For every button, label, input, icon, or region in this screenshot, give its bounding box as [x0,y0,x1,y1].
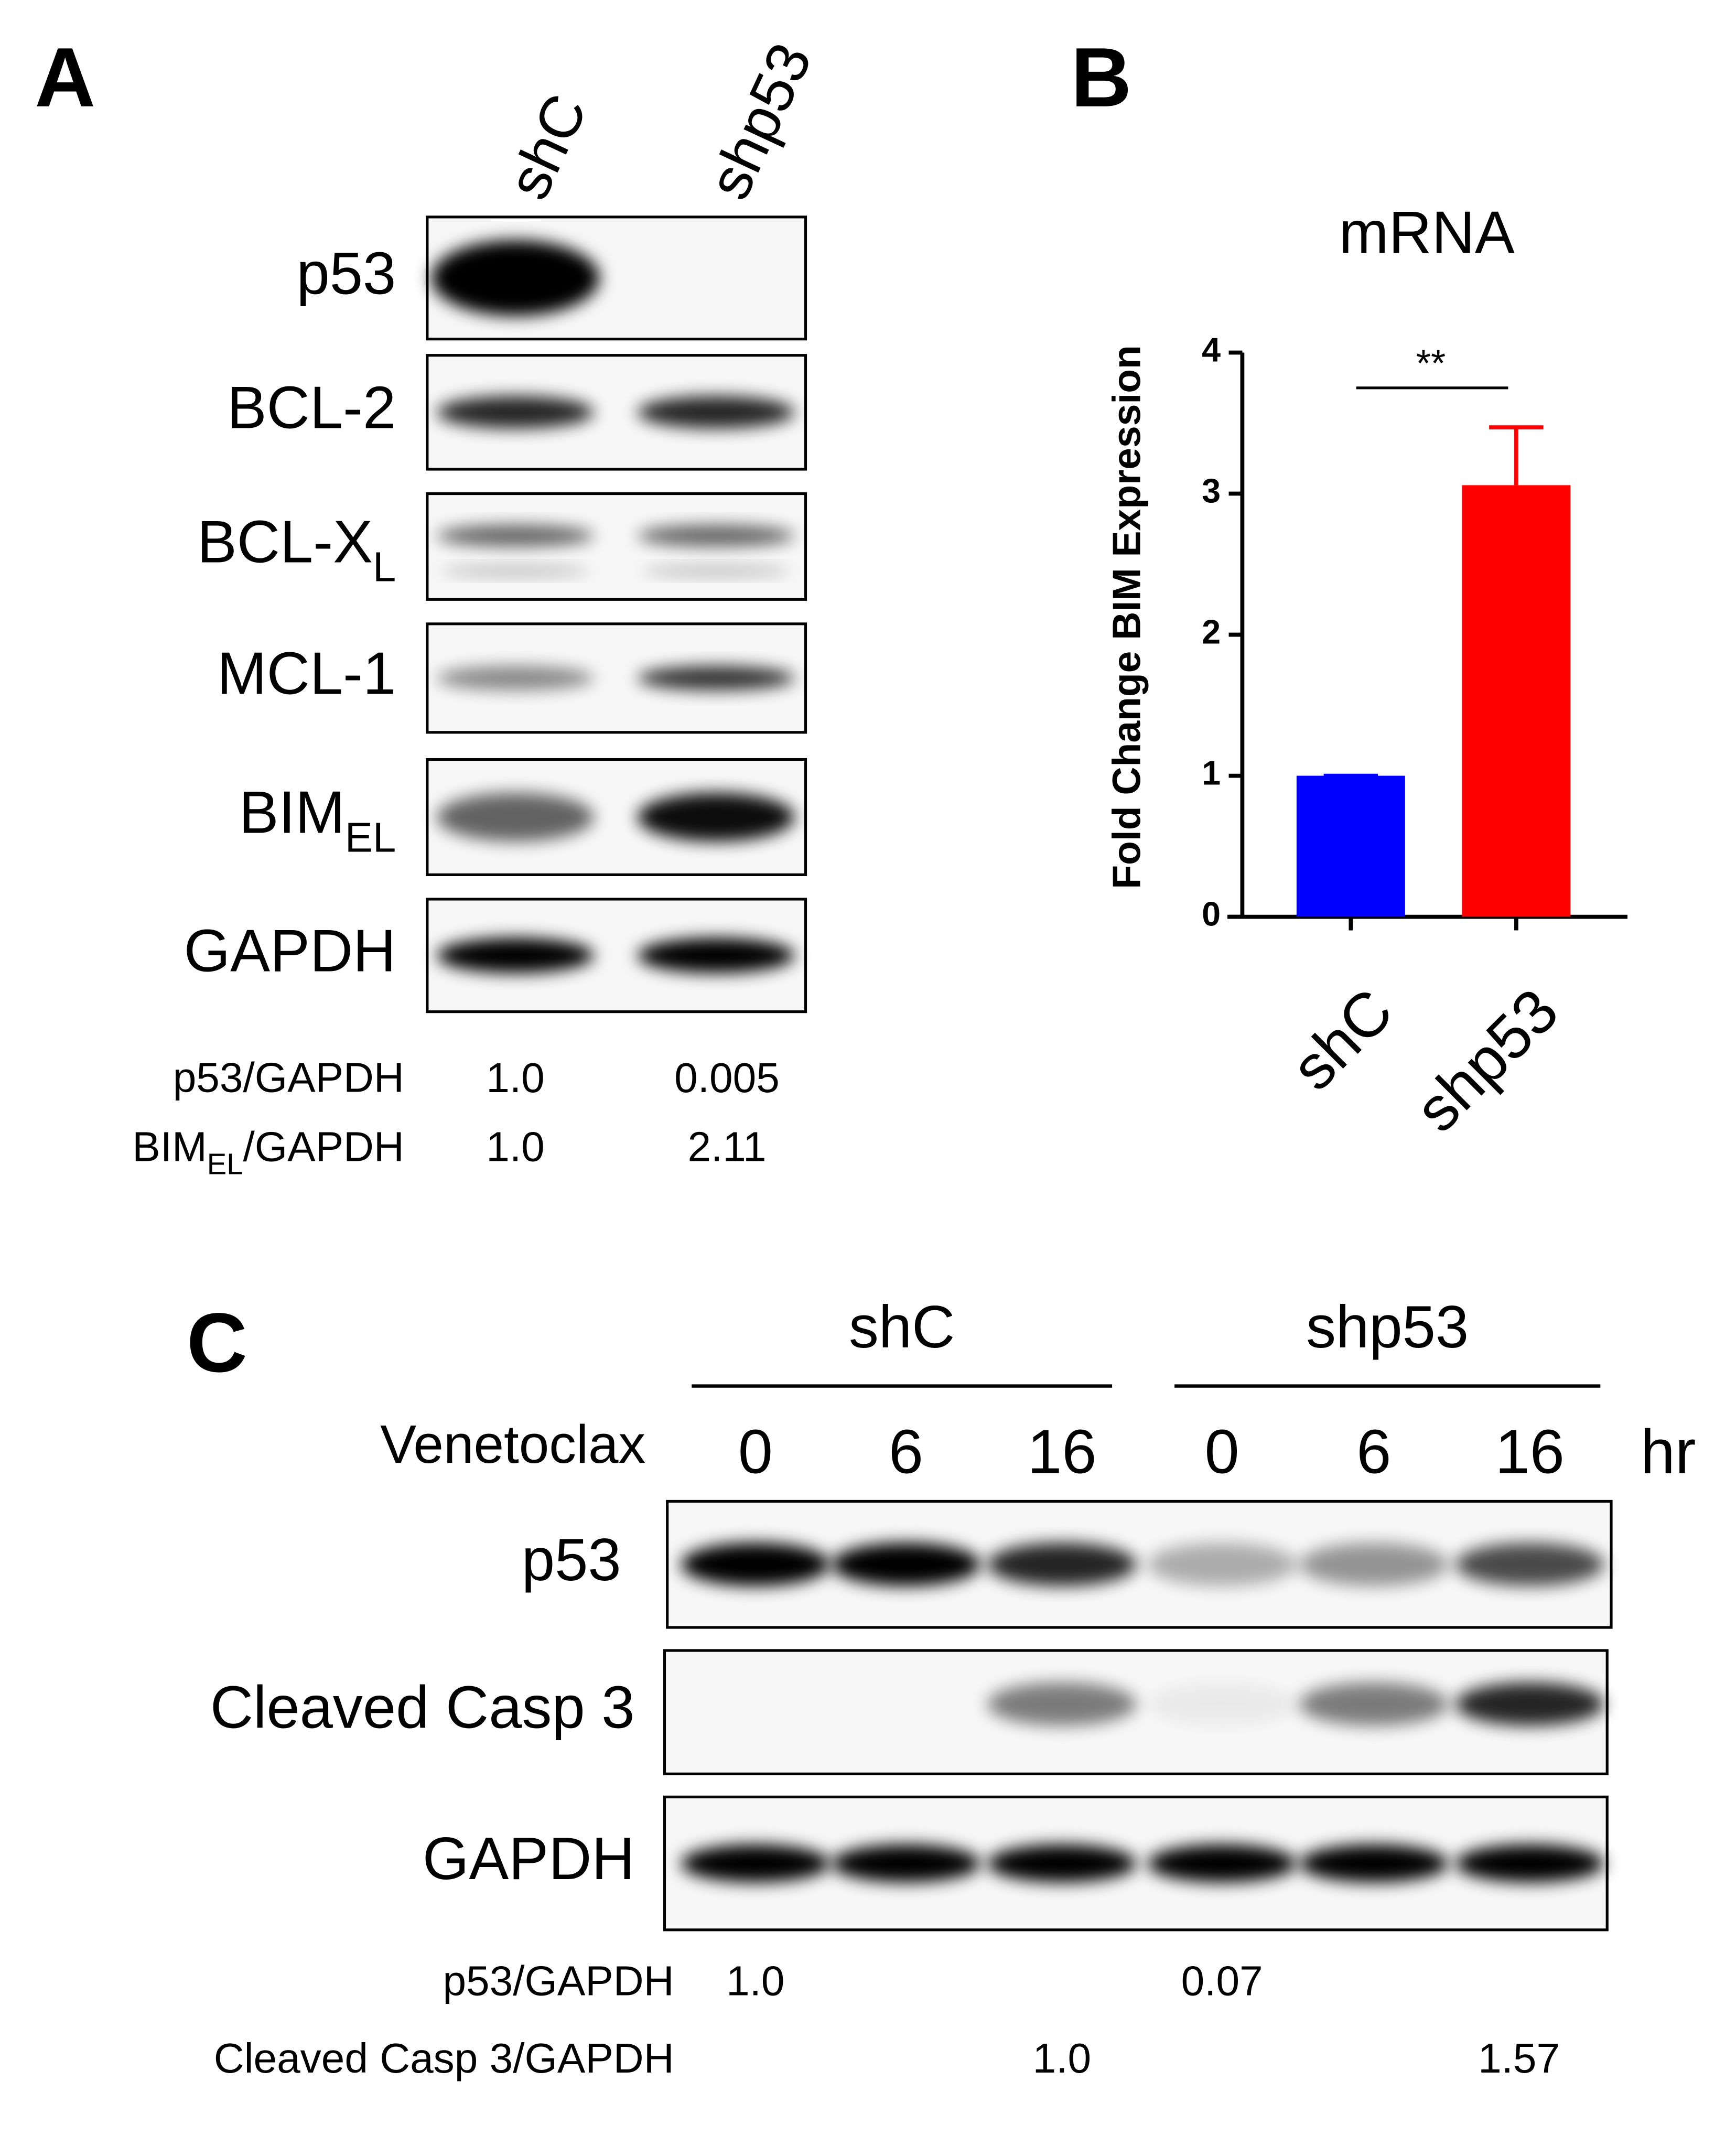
quant-value: 1.0 [486,1123,544,1170]
group-label: shp53 [1306,1294,1469,1361]
label-text: BCL-X [197,509,373,575]
time-unit: hr [1641,1417,1696,1487]
blot-label: BIMEL [239,780,396,860]
blot-band [637,666,795,691]
quant-value: 1.0 [1033,2034,1091,2081]
quant-value: 1.57 [1478,2034,1560,2081]
blot-label: BCL-2 [227,374,396,441]
label-text: BIM [239,780,345,846]
blot-band [831,1542,981,1587]
panel-label: B [1071,30,1132,124]
blot-band [637,937,795,973]
blot-band [1299,1542,1449,1587]
blot-band [1455,1542,1605,1587]
label-text: /GAPDH [243,1123,404,1170]
significance-label: ** [1416,342,1446,385]
blot-band [436,666,594,691]
label-text: p53 [296,240,396,307]
label-subscript: EL [345,814,396,860]
label-subscript: L [373,543,396,590]
blot-band [681,1844,831,1883]
quant-value: 1.0 [486,1054,544,1101]
bar [1462,485,1571,917]
group-label: shC [849,1294,955,1361]
panel-label: C [187,1296,247,1389]
treatment-label: Venetoclax [380,1414,645,1474]
label-text: BIM [132,1123,207,1170]
blot-band [431,240,600,316]
x-tick-label: shp53 [1402,976,1571,1145]
label-text: MCL-1 [217,640,396,707]
blot-band [637,525,795,547]
label-text: p53/GAPDH [173,1054,404,1101]
y-tick-label: 0 [1202,895,1221,933]
panel-label: A [35,30,95,124]
blot-band [1147,1844,1297,1883]
quant-value: 2.11 [687,1123,766,1170]
time-label: 0 [738,1417,773,1487]
blot-band [1299,1682,1449,1726]
blot-band [436,937,594,973]
quant-value: 0.005 [674,1054,780,1101]
time-label: 6 [1356,1417,1391,1487]
y-tick-label: 3 [1202,472,1221,510]
blot-label: GAPDH [423,1826,635,1892]
blot-box [426,492,807,601]
quant-value: 0.07 [1181,1957,1263,2004]
blot-label: p53 [296,240,396,307]
blot-label: MCL-1 [217,640,396,707]
blot-band [987,1844,1137,1883]
quant-label: p53/GAPDH [443,1957,674,2004]
blot-band [1147,1682,1297,1726]
y-axis-label: Fold Change BIM Expression [1105,345,1149,889]
chart-title: mRNA [1339,200,1515,266]
blot-band [1147,1542,1297,1587]
y-tick-label: 2 [1202,613,1221,651]
blot-label: Cleaved Casp 3 [210,1675,635,1741]
blot-band [436,792,594,842]
blot-band [1455,1844,1605,1883]
blot-band [440,565,590,577]
blot-box [663,1649,1609,1775]
blot-band [436,396,594,429]
y-tick-label: 4 [1202,331,1221,369]
blot-band [637,792,795,842]
quant-value: 1.0 [726,1957,784,2004]
time-label: 16 [1495,1417,1565,1487]
quant-label: Cleaved Casp 3/GAPDH [214,2034,674,2081]
quant-label: p53/GAPDH [173,1054,404,1101]
blot-band [641,565,791,577]
time-label: 16 [1027,1417,1096,1487]
blot-band [1455,1682,1605,1726]
blot-label: BCL-XL [197,509,396,589]
blot-band [436,525,594,547]
blot-label: GAPDH [184,918,396,984]
error-bar [1489,425,1544,486]
quant-label: BIMEL/GAPDH [132,1123,404,1181]
label-subscript: EL [207,1148,243,1181]
blot-band [987,1542,1137,1587]
blot-band [1299,1844,1449,1883]
blot-label: p53 [522,1527,621,1593]
lane-label: shC [495,84,600,209]
blot-band [681,1542,831,1587]
bar [1296,775,1405,917]
time-label: 6 [889,1417,923,1487]
label-text: GAPDH [184,918,396,984]
blot-band [987,1682,1137,1726]
blot-band [831,1844,981,1883]
x-tick-label: shC [1278,976,1406,1104]
lane-label: shp53 [695,34,824,209]
label-text: BCL-2 [227,374,396,441]
time-label: 0 [1205,1417,1239,1487]
blot-band [637,396,795,429]
y-tick-label: 1 [1202,754,1221,792]
